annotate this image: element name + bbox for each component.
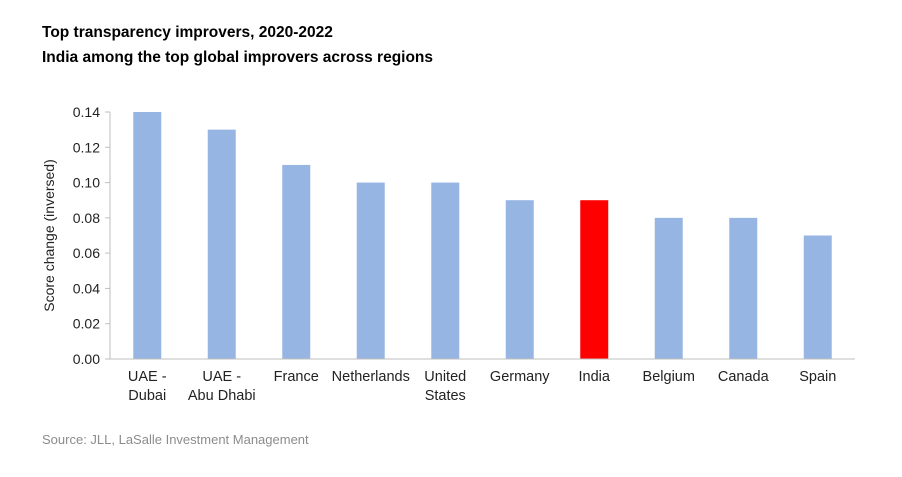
bar-3 <box>356 182 385 359</box>
x-tick-label: France <box>274 369 319 385</box>
y-tick-label: 0.04 <box>73 280 100 296</box>
x-tick-label: Germany <box>490 369 550 385</box>
bar-4 <box>431 182 460 359</box>
y-tick-label: 0.02 <box>73 316 100 332</box>
bar-9 <box>803 235 832 359</box>
y-tick-label: 0.10 <box>73 175 100 191</box>
y-tick-label: 0.12 <box>73 139 100 155</box>
bar-8 <box>729 217 758 359</box>
x-tick-label: Canada <box>718 369 770 385</box>
x-tick-label: UAE -Dubai <box>128 369 167 404</box>
bar-1 <box>207 129 236 359</box>
x-tick-label: UAE -Abu Dhabi <box>188 369 256 404</box>
y-axis-label: Score change (inversed) <box>41 159 57 312</box>
chart-title: Top transparency improvers, 2020-2022 <box>42 24 333 41</box>
y-tick-label: 0.00 <box>73 351 100 367</box>
bar-0 <box>133 112 162 359</box>
bar-5 <box>505 200 534 359</box>
x-tick-label: Belgium <box>643 369 695 385</box>
source-note: Source: JLL, LaSalle Investment Manageme… <box>42 432 309 447</box>
x-tick-label: Spain <box>799 369 836 385</box>
y-tick-label: 0.08 <box>73 210 100 226</box>
bar-6 <box>580 200 609 359</box>
chart-subtitle: India among the top global improvers acr… <box>42 49 434 66</box>
x-tick-label: India <box>579 369 611 385</box>
x-tick-label: Netherlands <box>332 369 410 385</box>
x-tick-label: United States <box>424 369 466 404</box>
y-tick-label: 0.06 <box>73 245 100 261</box>
y-tick-label: 0.14 <box>73 104 100 120</box>
bar-2 <box>282 164 311 359</box>
bar-7 <box>654 217 683 359</box>
